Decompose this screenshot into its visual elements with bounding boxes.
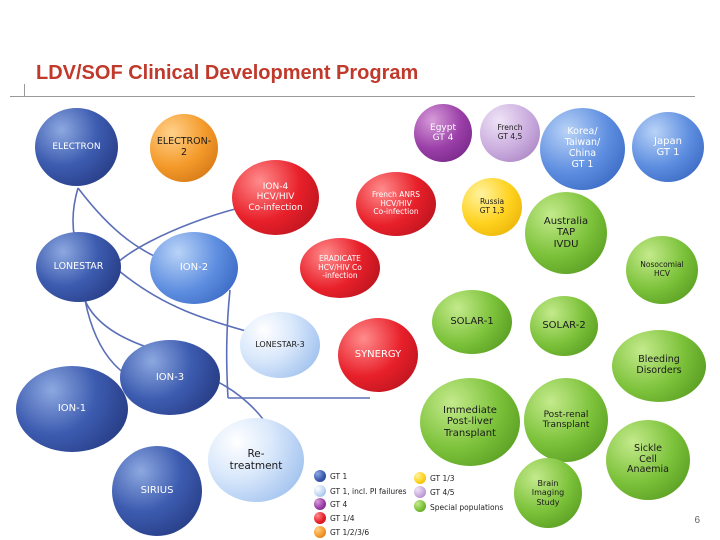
node-lonestar: LONESTAR [36, 232, 121, 302]
legend-label-gt45: GT 4/5 [430, 488, 455, 497]
node-french-anrs: French ANRS HCV/HIV Co-infection [356, 172, 436, 236]
node-lonestar-3: LONESTAR-3 [240, 312, 320, 378]
node-russia: Russia GT 1,3 [462, 178, 522, 236]
legend-label-gt13: GT 1/3 [430, 474, 455, 483]
node-solar-1: SOLAR-1 [432, 290, 512, 354]
page-number: 6 [694, 515, 700, 526]
node-immediate-post-liver: Immediate Post-liver Transplant [420, 378, 520, 466]
legend-dot-gt13 [414, 472, 426, 484]
node-egypt: Egypt GT 4 [414, 104, 472, 162]
node-australia: Australia TAP IVDU [525, 192, 607, 274]
legend-dot-special [414, 500, 426, 512]
legend-dot-gt45 [414, 486, 426, 498]
node-post-renal: Post-renal Transplant [524, 378, 608, 462]
title-underline [10, 96, 695, 97]
node-eradicate: ERADICATE HCV/HIV Co -infection [300, 238, 380, 298]
node-bleeding-disorders: Bleeding Disorders [612, 330, 706, 402]
node-french-gt45: French GT 4,5 [480, 104, 540, 162]
node-sickle-cell: Sickle Cell Anaemia [606, 420, 690, 500]
legend-dot-gt1236 [314, 526, 326, 538]
node-synergy: SYNERGY [338, 318, 418, 392]
node-ion-2: ION-2 [150, 232, 238, 304]
node-nosocomial: Nosocomial HCV [626, 236, 698, 304]
node-electron-2: ELECTRON- 2 [150, 114, 218, 182]
legend-label-gt14: GT 1/4 [330, 514, 355, 523]
node-korea-taiwan-china: Korea/ Taiwan/ China GT 1 [540, 108, 625, 190]
title-rule-tick [24, 84, 25, 96]
legend-dot-gt4 [314, 498, 326, 510]
node-retreatment: Re- treatment [208, 418, 304, 502]
node-japan: Japan GT 1 [632, 112, 704, 182]
legend-label-gt1-pi: GT 1, incl. PI failures [330, 487, 407, 496]
node-ion-3: ION-3 [120, 340, 220, 415]
legend-dot-gt14 [314, 512, 326, 524]
legend-label-special: Special populations [430, 503, 504, 512]
node-electron: ELECTRON [35, 108, 118, 186]
node-brain-imaging: Brain Imaging Study [514, 458, 582, 528]
node-ion-4: ION-4 HCV/HIV Co-infection [232, 160, 319, 235]
page-title: LDV/SOF Clinical Development Program [36, 62, 419, 84]
node-sirius: SIRIUS [112, 446, 202, 536]
node-ion-1: ION-1 [16, 366, 128, 452]
legend-label-gt4: GT 4 [330, 500, 348, 509]
legend-dot-gt1 [314, 470, 326, 482]
legend-label-gt1236: GT 1/2/3/6 [330, 528, 370, 537]
node-solar-2: SOLAR-2 [530, 296, 598, 356]
legend-dot-gt1-pi [314, 485, 326, 497]
legend-label-gt1: GT 1 [330, 472, 348, 481]
